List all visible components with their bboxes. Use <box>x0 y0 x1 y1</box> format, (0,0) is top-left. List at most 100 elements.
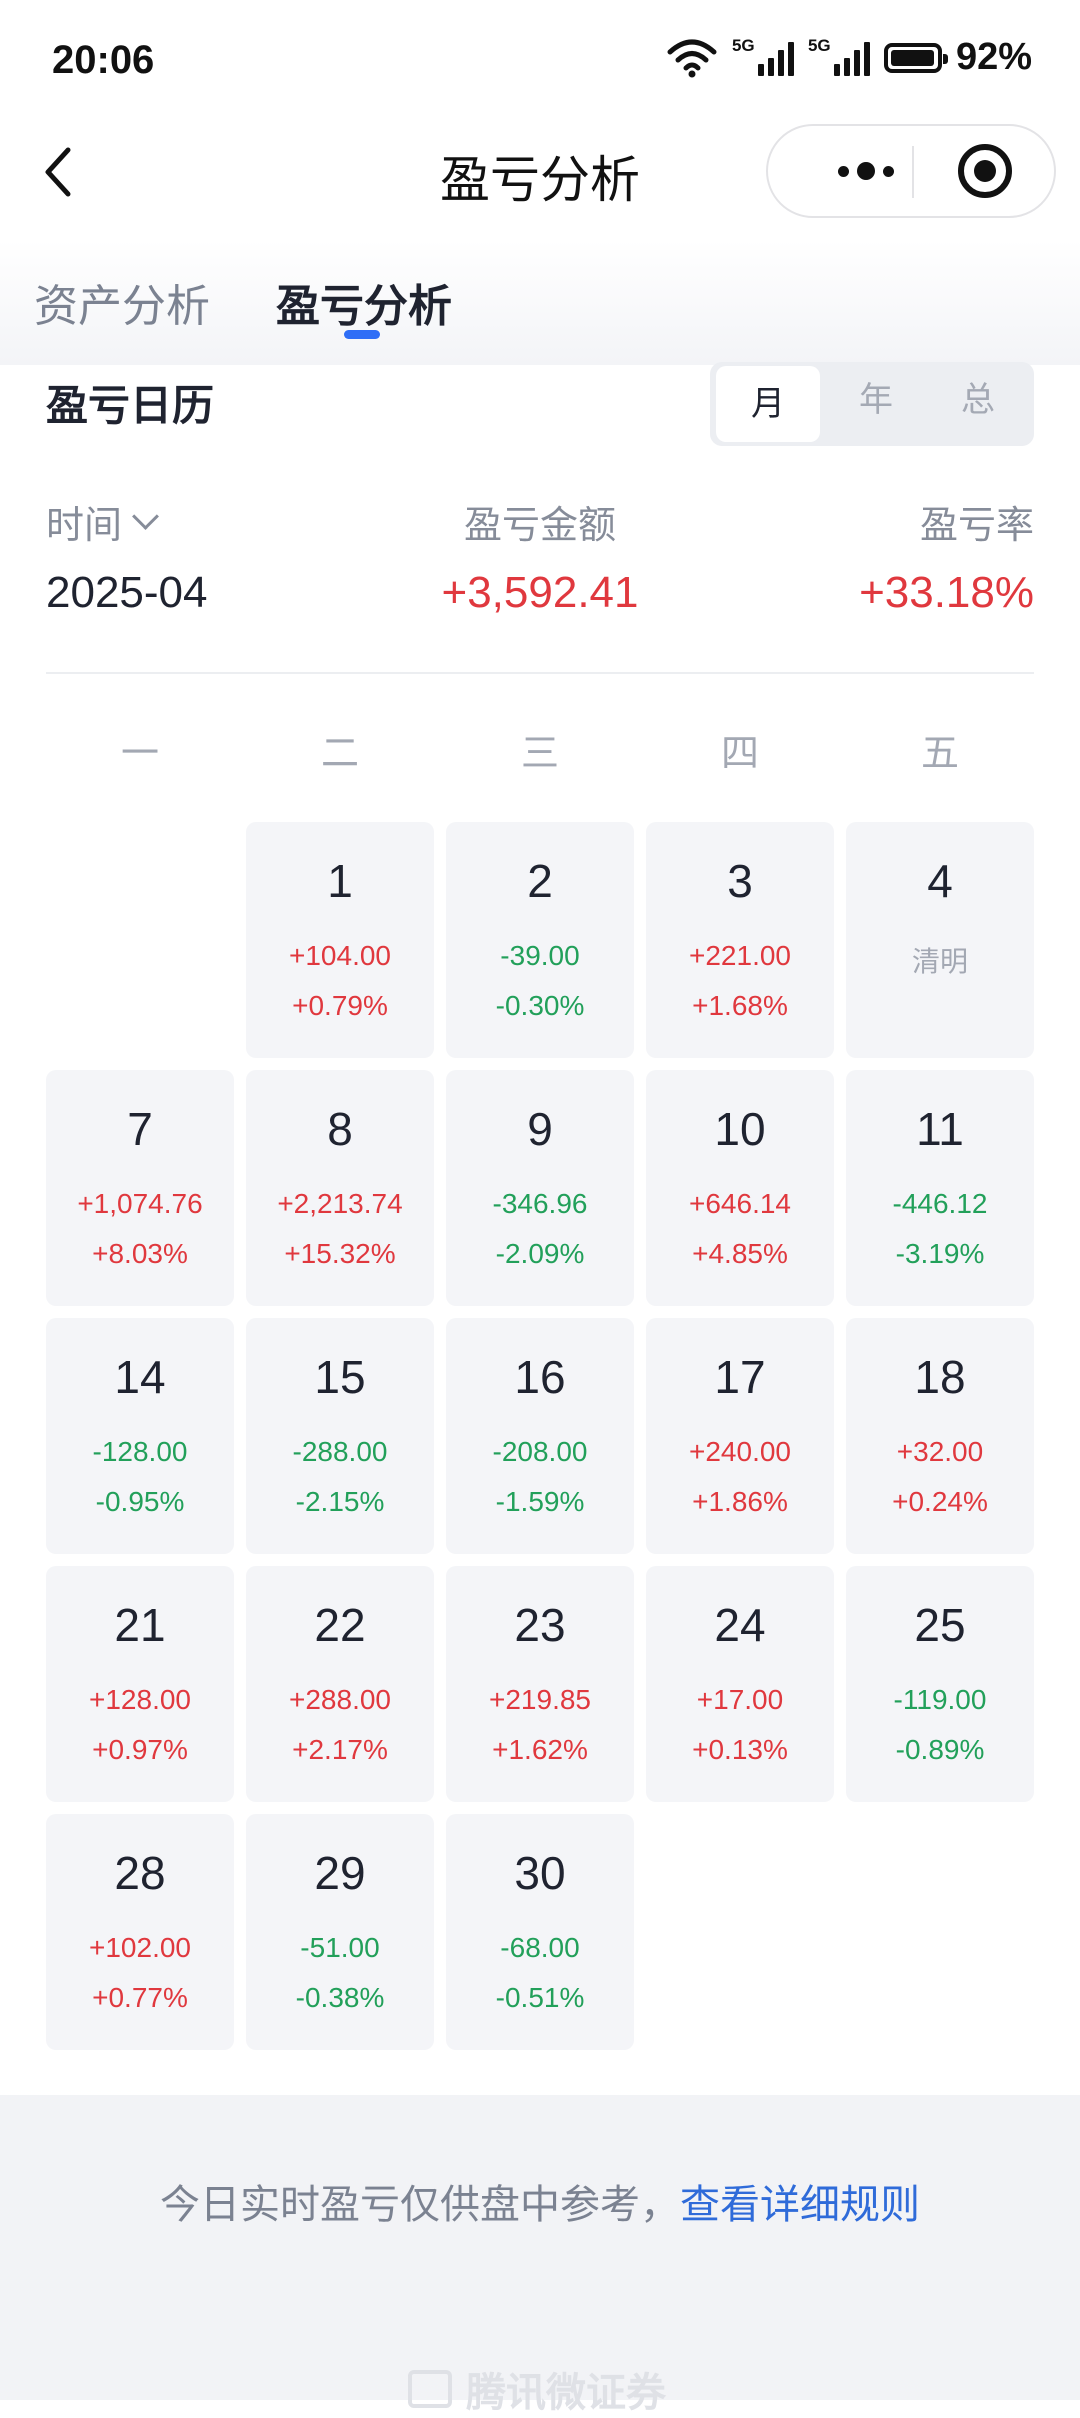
calendar-day-amount: +240.00 <box>689 1436 791 1467</box>
calendar-day-amount: -128.00 <box>92 1436 188 1467</box>
rate-label: 盈亏率 <box>919 505 1034 547</box>
calendar-day-cell[interactable]: 2 -39.00 -0.30% <box>446 822 634 1058</box>
calendar-day-number: 22 <box>314 1599 366 1651</box>
calendar-day-amount: +32.00 <box>896 1436 984 1467</box>
calendar-day-cell[interactable]: 16 -208.00 -1.59% <box>446 1318 634 1554</box>
calendar-day-amount: -446.12 <box>892 1188 988 1219</box>
calendar-day-cell[interactable]: 4 清明 <box>846 822 1034 1058</box>
footer-note-text: 今日实时盈亏仅供盘中参考， <box>160 2183 680 2227</box>
calendar-day-rate: +0.77% <box>92 1982 188 2013</box>
footer <box>0 2095 1080 2400</box>
calendar-day-amount: -39.00 <box>500 940 580 971</box>
calendar-day-amount: -68.00 <box>500 1932 580 1963</box>
calendar-day-number: 18 <box>914 1351 966 1403</box>
calendar-day-rate: +0.13% <box>692 1734 788 1765</box>
calendar-day-amount: +2,213.74 <box>277 1188 403 1219</box>
battery-level: 92% <box>955 36 1032 78</box>
tab-indicator <box>344 330 380 339</box>
calendar-day-cell[interactable]: 23 +219.85 +1.62% <box>446 1566 634 1802</box>
calendar-day-cell[interactable]: 18 +32.00 +0.24% <box>846 1318 1034 1554</box>
time-value[interactable]: 2025-04 <box>46 568 208 617</box>
calendar-day-rate: -1.59% <box>495 1486 585 1517</box>
calendar-day-number: 14 <box>114 1351 166 1403</box>
close-target-icon[interactable] <box>958 144 1012 198</box>
calendar-day-cell[interactable]: 24 +17.00 +0.13% <box>646 1566 834 1802</box>
calendar-day-rate: +0.24% <box>892 1486 988 1517</box>
calendar-day-cell[interactable]: 22 +288.00 +2.17% <box>246 1566 434 1802</box>
calendar-day-rate: -2.09% <box>495 1238 585 1269</box>
calendar-day-number: 1 <box>327 855 353 907</box>
calendar-day-rate: -2.15% <box>295 1486 385 1517</box>
amount-label: 盈亏金额 <box>463 505 616 547</box>
calendar-day-cell[interactable]: 3 +221.00 +1.68% <box>646 822 834 1058</box>
calendar-day-cell[interactable]: 7 +1,074.76 +8.03% <box>46 1070 234 1306</box>
calendar-day-rate: -0.89% <box>895 1734 985 1765</box>
calendar-day-number: 24 <box>714 1599 766 1651</box>
calendar-day-cell[interactable]: 15 -288.00 -2.15% <box>246 1318 434 1554</box>
calendar-day-rate: -0.95% <box>95 1486 185 1517</box>
calendar-day-number: 25 <box>914 1599 966 1651</box>
calendar-day-cell[interactable]: 21 +128.00 +0.97% <box>46 1566 234 1802</box>
calendar-day-amount: -288.00 <box>292 1436 388 1467</box>
period-total[interactable]: 总 <box>961 381 995 419</box>
calendar-day-rate: +15.32% <box>284 1238 396 1269</box>
calendar-day-cell[interactable]: 8 +2,213.74 +15.32% <box>246 1070 434 1306</box>
calendar-day-number: 10 <box>714 1103 766 1155</box>
calendar-day-amount: +219.85 <box>489 1684 591 1715</box>
calendar-day-number: 8 <box>327 1103 353 1155</box>
signal-icon-2: 5G <box>808 36 870 76</box>
calendar-day-amount: +221.00 <box>689 940 791 971</box>
tab-pnl-analysis[interactable]: 盈亏分析 <box>276 282 452 331</box>
section-title: 盈亏日历 <box>46 382 215 429</box>
status-bar: 20:06 5G 5G 92% <box>0 0 1080 120</box>
calendar-day-cell[interactable]: 1 +104.00 +0.79% <box>246 822 434 1058</box>
more-icon[interactable] <box>806 126 926 216</box>
weekday-tue: 二 <box>320 733 359 775</box>
calendar-day-amount: +104.00 <box>289 940 391 971</box>
calendar-day-number: 4 <box>927 855 953 907</box>
calendar-day-cell[interactable]: 9 -346.96 -2.09% <box>446 1070 634 1306</box>
calendar-day-number: 7 <box>127 1103 153 1155</box>
brand-name: 腾讯微证券 <box>466 2371 666 2415</box>
time-filter[interactable]: 时间 <box>46 494 159 549</box>
calendar-day-cell[interactable]: 10 +646.14 +4.85% <box>646 1070 834 1306</box>
calendar-day-cell[interactable]: 11 -446.12 -3.19% <box>846 1070 1034 1306</box>
calendar-day-amount: -119.00 <box>893 1684 987 1715</box>
back-arrow-icon[interactable] <box>40 142 80 202</box>
calendar-day-cell[interactable]: 28 +102.00 +0.77% <box>46 1814 234 2050</box>
weekday-thu: 四 <box>720 733 759 775</box>
rate-value: +33.18% <box>859 568 1034 617</box>
calendar-day-amount: +128.00 <box>89 1684 191 1715</box>
calendar-day-number: 15 <box>314 1351 366 1403</box>
calendar-day-rate: +1.68% <box>692 990 788 1021</box>
calendar-day-rate: -0.30% <box>495 990 585 1021</box>
weekday-fri: 五 <box>920 733 959 775</box>
status-icons: 5G 5G 92% <box>666 36 1032 79</box>
calendar-day-amount: +1,074.76 <box>77 1188 203 1219</box>
period-month[interactable]: 月 <box>716 366 820 442</box>
calendar-day-number: 29 <box>314 1847 366 1899</box>
calendar-day-number: 28 <box>114 1847 166 1899</box>
rules-link[interactable]: 查看详细规则 <box>680 2183 920 2227</box>
time-label: 时间 <box>46 505 123 547</box>
calendar-day-amount: +102.00 <box>89 1932 191 1963</box>
calendar-day-number: 23 <box>514 1599 566 1651</box>
calendar-day-cell[interactable]: 25 -119.00 -0.89% <box>846 1566 1034 1802</box>
weekday-mon: 一 <box>120 733 159 775</box>
calendar-day-number: 9 <box>527 1103 553 1155</box>
calendar-day-amount: +288.00 <box>289 1684 391 1715</box>
calendar-day-cell[interactable]: 17 +240.00 +1.86% <box>646 1318 834 1554</box>
calendar-day-number: 16 <box>514 1351 566 1403</box>
calendar-day-number: 3 <box>727 855 753 907</box>
calendar-day-cell[interactable]: 29 -51.00 -0.38% <box>246 1814 434 2050</box>
calendar-day-rate: +8.03% <box>92 1238 188 1269</box>
calendar-day-rate: -0.51% <box>495 1982 585 2013</box>
brand-logo-icon <box>408 2370 452 2408</box>
network-type-1: 5G <box>731 35 755 55</box>
calendar-day-number: 21 <box>114 1599 166 1651</box>
period-year[interactable]: 年 <box>859 381 893 419</box>
calendar-day-cell[interactable]: 14 -128.00 -0.95% <box>46 1318 234 1554</box>
tab-asset-analysis[interactable]: 资产分析 <box>34 282 210 331</box>
calendar-day-cell[interactable]: 30 -68.00 -0.51% <box>446 1814 634 2050</box>
calendar-day-rate: -0.38% <box>295 1982 385 2013</box>
